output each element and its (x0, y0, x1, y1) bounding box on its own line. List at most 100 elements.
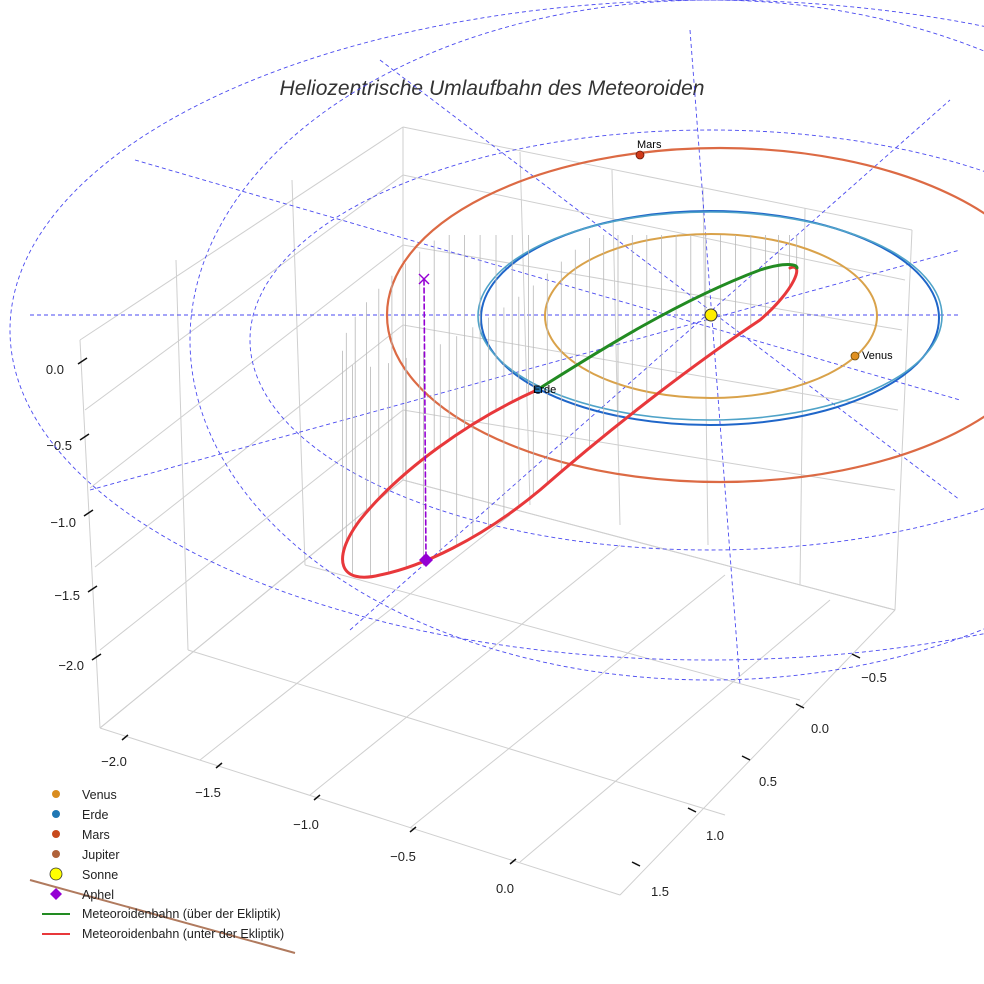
legend-marker-erde (52, 810, 60, 818)
axes-grid (79, 126, 913, 896)
grid-line (84, 174, 404, 411)
helper-lines (9, 0, 984, 686)
x-tick-label: −1.0 (293, 817, 319, 832)
grid-line (99, 727, 621, 896)
aphel-projection-marker (418, 273, 430, 285)
y-tick-mark (851, 653, 861, 659)
grid-line (99, 409, 404, 651)
z-axis-ticks: 0.0 −0.5 −1.0 −1.5 −2.0 (46, 362, 84, 673)
y-tick-mark (631, 861, 641, 867)
x-axis-ticks: −2.0 −1.5 −1.0 −0.5 0.0 (101, 754, 514, 896)
legend-label: Mars (82, 828, 110, 842)
x-tick-mark (409, 826, 417, 833)
helper-ray (689, 29, 741, 686)
x-tick-label: −0.5 (390, 849, 416, 864)
grid-line (702, 187, 709, 546)
y-tick-mark (687, 807, 697, 813)
legend-marker-sonne (49, 867, 63, 881)
legend-label: Sonne (82, 868, 118, 882)
markers (418, 150, 860, 567)
axis-tick-marks (77, 357, 861, 867)
legend-marker-jupiter (52, 850, 60, 858)
mars-orbit (386, 146, 984, 484)
earth-marker (534, 386, 542, 394)
meteoroid-orbit-below (341, 265, 799, 579)
z-tick-mark (77, 357, 88, 365)
z-tick-label: 0.0 (46, 362, 64, 377)
grid-line (894, 229, 913, 611)
meteoroid-orbit (341, 263, 799, 579)
legend-label: Erde (82, 808, 108, 822)
legend-marker-mars (52, 830, 60, 838)
helper-ray (89, 249, 961, 491)
x-tick-mark (313, 794, 321, 801)
y-tick-label: 1.0 (706, 828, 724, 843)
x-tick-label: −1.5 (195, 785, 221, 800)
grid-line (89, 244, 404, 489)
z-tick-label: −1.0 (50, 515, 76, 530)
grid-line (79, 126, 404, 341)
y-tick-label: 0.0 (811, 721, 829, 736)
y-tick-label: 1.5 (651, 884, 669, 899)
orbits (29, 146, 984, 954)
aphel-marker (419, 553, 433, 567)
x-tick-mark (121, 734, 129, 741)
y-tick-label: −0.5 (861, 670, 887, 685)
grid-line (402, 174, 906, 281)
x-tick-label: 0.0 (496, 881, 514, 896)
venus-label: Venus (862, 350, 893, 362)
z-tick-mark (91, 653, 102, 661)
grid-line (402, 479, 896, 611)
grid-line (409, 574, 726, 829)
legend-label: Meteoroidenbahn (unter der Ekliptik) (82, 927, 284, 941)
sun-marker (704, 308, 718, 322)
helper-ring-mid (249, 129, 984, 551)
chart-title: Heliozentrische Umlaufbahn des Meteoroid… (280, 77, 705, 100)
grid-line (304, 564, 801, 701)
grid-line (611, 169, 621, 526)
y-tick-mark (795, 703, 805, 709)
z-tick-label: −0.5 (46, 438, 72, 453)
helper-ray (379, 59, 961, 501)
grid-line (402, 409, 896, 491)
grid-line (79, 339, 101, 729)
y-tick-mark (741, 755, 751, 761)
grid-line (519, 599, 831, 863)
helper-ring-large (189, 0, 984, 681)
x-tick-mark (509, 858, 517, 865)
z-tick-mark (87, 585, 98, 593)
grid-line (619, 609, 896, 896)
grid-line (187, 649, 726, 816)
y-axis-ticks: −0.5 0.0 0.5 1.0 1.5 (651, 670, 887, 899)
legend-marker-venus (52, 790, 60, 798)
legend-label: Meteoroidenbahn (über der Ekliptik) (82, 907, 281, 921)
legend-marker-aphel (50, 888, 62, 900)
helper-ray (349, 99, 951, 631)
z-tick-mark (83, 509, 94, 517)
drop-lines (342, 235, 798, 577)
grid-line (175, 259, 189, 651)
point-labels: Mars Venus Erde (533, 139, 893, 396)
aphel-drop-line (423, 279, 427, 561)
earth-label: Erde (533, 384, 556, 396)
helper-ring-outer (9, 0, 984, 661)
meteoroid-orbit-above (535, 263, 799, 392)
legend-label: Venus (82, 788, 117, 802)
legend: Venus Erde Mars Jupiter Sonne Aphel Mete… (42, 788, 284, 941)
mars-marker (635, 150, 645, 160)
grid-line (291, 179, 306, 566)
earth-orbit-2 (477, 211, 943, 421)
x-tick-label: −2.0 (101, 754, 127, 769)
grid-line (99, 479, 404, 729)
grid-line (402, 244, 903, 331)
x-tick-mark (215, 762, 223, 769)
grid-line (402, 126, 913, 231)
legend-label: Aphel (82, 888, 114, 902)
grid-line (799, 207, 806, 586)
grid-line (519, 151, 531, 506)
earth-orbit (480, 210, 940, 426)
y-tick-label: 0.5 (759, 774, 777, 789)
mars-label: Mars (637, 139, 662, 151)
jupiter-orbit (29, 879, 296, 954)
